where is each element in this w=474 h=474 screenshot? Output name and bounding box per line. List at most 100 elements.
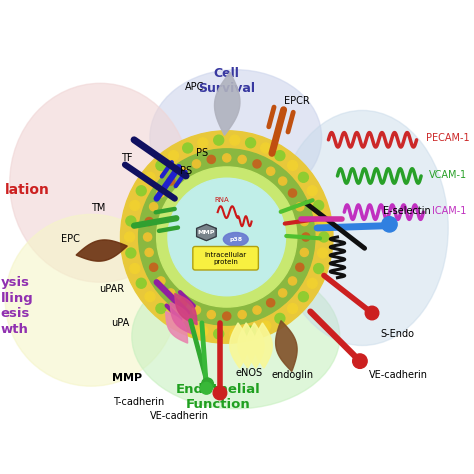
Text: VE-cadherin: VE-cadherin: [150, 411, 209, 421]
Circle shape: [125, 232, 135, 242]
Circle shape: [238, 310, 246, 319]
Text: lation: lation: [5, 182, 50, 197]
Circle shape: [365, 306, 379, 320]
Polygon shape: [215, 72, 240, 135]
Circle shape: [157, 277, 165, 285]
Circle shape: [179, 299, 187, 307]
Circle shape: [150, 263, 158, 271]
Text: lling: lling: [0, 292, 34, 304]
Circle shape: [223, 312, 231, 320]
Ellipse shape: [5, 214, 177, 386]
Ellipse shape: [150, 70, 322, 205]
Circle shape: [314, 201, 324, 210]
Text: Cell
Survival: Cell Survival: [198, 67, 255, 95]
Circle shape: [299, 292, 309, 301]
Circle shape: [167, 177, 175, 185]
Circle shape: [156, 161, 166, 171]
Circle shape: [296, 203, 304, 211]
Text: VCAM-1: VCAM-1: [429, 170, 467, 180]
Circle shape: [279, 177, 287, 185]
Circle shape: [137, 186, 146, 196]
Circle shape: [299, 173, 309, 182]
Text: APC: APC: [185, 82, 205, 92]
Circle shape: [318, 216, 328, 226]
Circle shape: [213, 386, 227, 400]
Polygon shape: [175, 293, 197, 325]
Polygon shape: [230, 323, 248, 368]
Text: uPA: uPA: [111, 318, 129, 328]
Circle shape: [179, 167, 187, 175]
Text: p38: p38: [229, 237, 242, 242]
Text: uPAR: uPAR: [99, 284, 124, 294]
Circle shape: [300, 218, 309, 226]
Text: PS: PS: [180, 166, 192, 176]
Circle shape: [168, 178, 285, 296]
Ellipse shape: [223, 232, 248, 246]
Text: PS: PS: [196, 148, 208, 158]
Circle shape: [201, 383, 212, 394]
Polygon shape: [254, 323, 272, 368]
Circle shape: [138, 149, 315, 325]
Circle shape: [289, 189, 297, 197]
Circle shape: [214, 135, 224, 145]
Circle shape: [319, 232, 329, 242]
Circle shape: [145, 292, 155, 301]
Circle shape: [145, 218, 153, 226]
Circle shape: [223, 154, 231, 162]
Circle shape: [150, 203, 158, 211]
Circle shape: [266, 167, 275, 175]
Circle shape: [318, 248, 328, 258]
Circle shape: [137, 278, 146, 288]
Ellipse shape: [132, 264, 340, 409]
Text: endoglin: endoglin: [271, 370, 313, 380]
Circle shape: [214, 329, 224, 339]
Text: Intracellular
protein: Intracellular protein: [205, 252, 247, 265]
Circle shape: [296, 263, 304, 271]
Circle shape: [279, 289, 287, 297]
Circle shape: [288, 161, 298, 171]
Polygon shape: [170, 302, 192, 334]
Polygon shape: [275, 320, 297, 372]
Circle shape: [126, 248, 136, 258]
Circle shape: [353, 354, 367, 368]
Circle shape: [157, 189, 165, 197]
Circle shape: [130, 264, 140, 273]
Circle shape: [145, 248, 153, 256]
Circle shape: [126, 216, 136, 226]
Circle shape: [169, 313, 179, 323]
Circle shape: [144, 233, 152, 241]
Text: PECAM-1: PECAM-1: [426, 134, 469, 144]
Polygon shape: [197, 224, 216, 241]
Circle shape: [314, 264, 324, 273]
Circle shape: [253, 160, 261, 168]
Circle shape: [169, 151, 179, 161]
Circle shape: [207, 155, 215, 164]
Text: S-Endo: S-Endo: [381, 329, 414, 339]
Text: TF: TF: [121, 153, 133, 163]
Circle shape: [167, 289, 175, 297]
Circle shape: [230, 135, 240, 145]
Polygon shape: [166, 311, 188, 343]
Text: TM: TM: [91, 202, 105, 213]
Circle shape: [253, 306, 261, 314]
Polygon shape: [246, 323, 264, 368]
Text: esis: esis: [0, 307, 30, 320]
Circle shape: [130, 201, 140, 210]
Circle shape: [238, 155, 246, 164]
Circle shape: [307, 186, 317, 196]
Text: MMP: MMP: [112, 373, 142, 383]
Text: EPCR: EPCR: [284, 96, 310, 106]
Circle shape: [201, 378, 213, 390]
Circle shape: [198, 138, 208, 148]
Polygon shape: [238, 323, 256, 368]
Circle shape: [156, 303, 166, 313]
Circle shape: [382, 217, 397, 232]
Circle shape: [182, 143, 192, 153]
Text: RNA: RNA: [215, 197, 229, 203]
Circle shape: [289, 277, 297, 285]
FancyBboxPatch shape: [193, 246, 258, 270]
Circle shape: [302, 233, 310, 241]
Text: Endothelial
Function: Endothelial Function: [175, 383, 260, 411]
Circle shape: [145, 173, 155, 182]
Circle shape: [246, 138, 255, 148]
